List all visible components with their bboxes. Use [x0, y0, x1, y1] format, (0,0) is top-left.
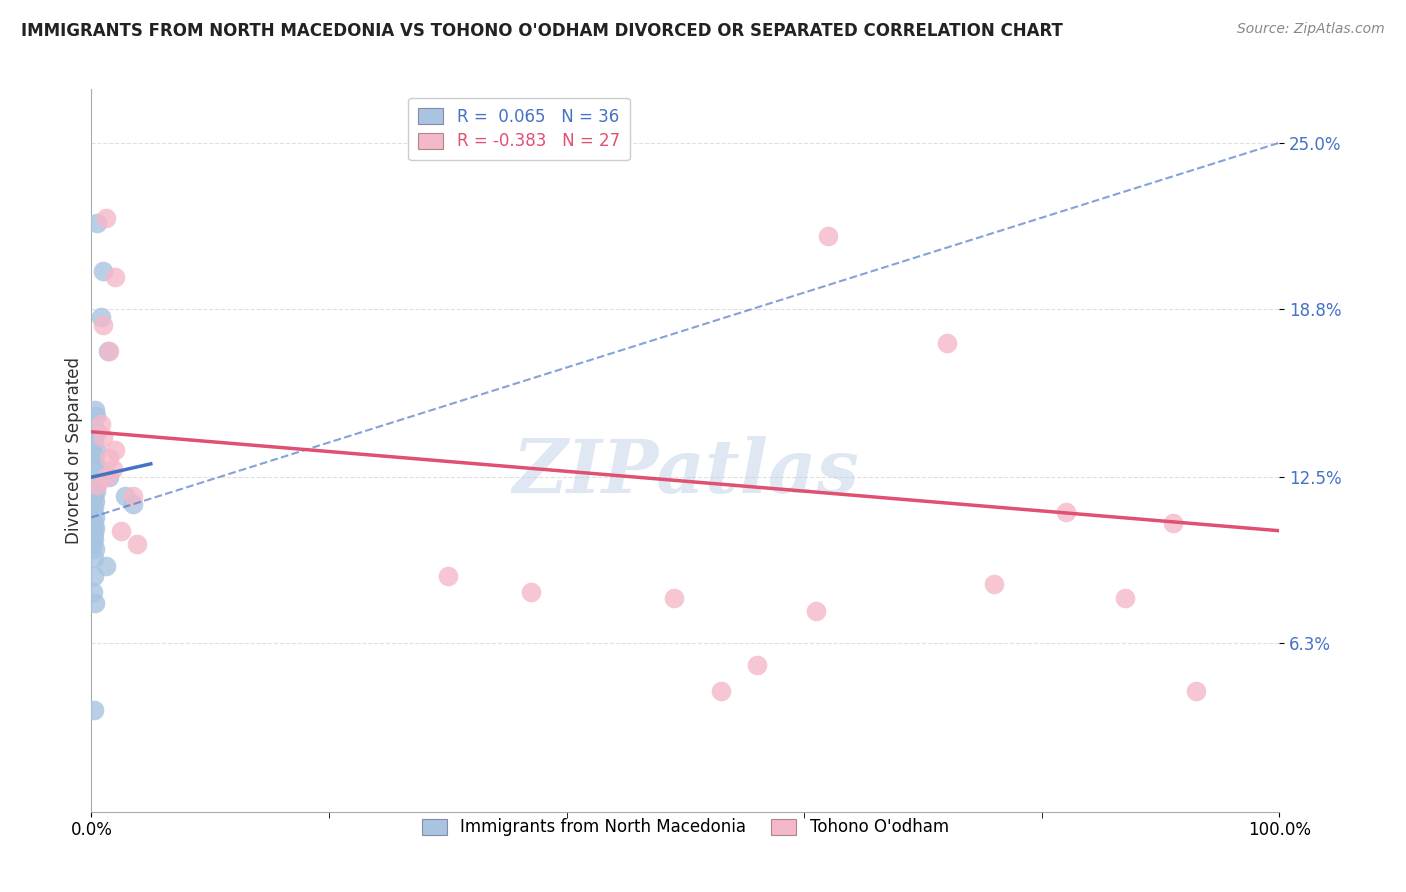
- Point: [804, 604, 827, 618]
- Point: [83, 550, 105, 565]
- Text: IMMIGRANTS FROM NORTH MACEDONIA VS TOHONO O'ODHAM DIVORCED OR SEPARATED CORRELAT: IMMIGRANTS FROM NORTH MACEDONIA VS TOHON…: [21, 22, 1063, 40]
- Point: [84, 521, 107, 535]
- Point: [520, 585, 543, 599]
- Point: [83, 457, 105, 471]
- Point: [817, 229, 839, 244]
- Point: [94, 558, 117, 573]
- Point: [122, 497, 145, 511]
- Point: [83, 435, 105, 450]
- Point: [662, 591, 685, 605]
- Point: [745, 657, 768, 672]
- Point: [83, 526, 105, 541]
- Point: [122, 489, 145, 503]
- Point: [1185, 684, 1208, 698]
- Point: [90, 310, 112, 324]
- Point: [90, 417, 112, 431]
- Point: [710, 684, 733, 698]
- Point: [94, 211, 117, 225]
- Point: [84, 510, 107, 524]
- Point: [83, 516, 105, 530]
- Point: [86, 216, 108, 230]
- Point: [104, 269, 127, 284]
- Point: [91, 430, 114, 444]
- Point: [83, 489, 105, 503]
- Point: [94, 470, 117, 484]
- Point: [84, 478, 107, 492]
- Point: [91, 264, 114, 278]
- Point: [83, 475, 105, 490]
- Point: [98, 344, 121, 359]
- Point: [84, 596, 107, 610]
- Point: [84, 481, 107, 495]
- Point: [1161, 516, 1184, 530]
- Point: [97, 344, 120, 359]
- Point: [86, 478, 108, 492]
- Point: [101, 462, 124, 476]
- Text: Source: ZipAtlas.com: Source: ZipAtlas.com: [1237, 22, 1385, 37]
- Point: [84, 483, 107, 498]
- Point: [83, 703, 105, 717]
- Point: [91, 318, 114, 332]
- Point: [110, 524, 132, 538]
- Point: [1054, 505, 1077, 519]
- Point: [84, 409, 107, 423]
- Point: [83, 532, 105, 546]
- Point: [84, 443, 107, 458]
- Point: [84, 494, 107, 508]
- Point: [98, 470, 121, 484]
- Point: [82, 537, 104, 551]
- Point: [83, 569, 105, 583]
- Point: [83, 500, 105, 514]
- Point: [1114, 591, 1136, 605]
- Point: [98, 451, 121, 466]
- Text: ZIPatlas: ZIPatlas: [512, 436, 859, 508]
- Point: [114, 489, 136, 503]
- Point: [87, 462, 110, 476]
- Point: [104, 443, 127, 458]
- Legend: Immigrants from North Macedonia, Tohono O'odham: Immigrants from North Macedonia, Tohono …: [415, 812, 956, 843]
- Point: [82, 505, 104, 519]
- Point: [935, 336, 957, 351]
- Point: [82, 585, 104, 599]
- Point: [84, 542, 107, 557]
- Point: [983, 577, 1005, 591]
- Y-axis label: Divorced or Separated: Divorced or Separated: [65, 357, 83, 544]
- Point: [436, 569, 458, 583]
- Point: [125, 537, 148, 551]
- Point: [84, 403, 107, 417]
- Point: [86, 425, 108, 439]
- Point: [84, 449, 107, 463]
